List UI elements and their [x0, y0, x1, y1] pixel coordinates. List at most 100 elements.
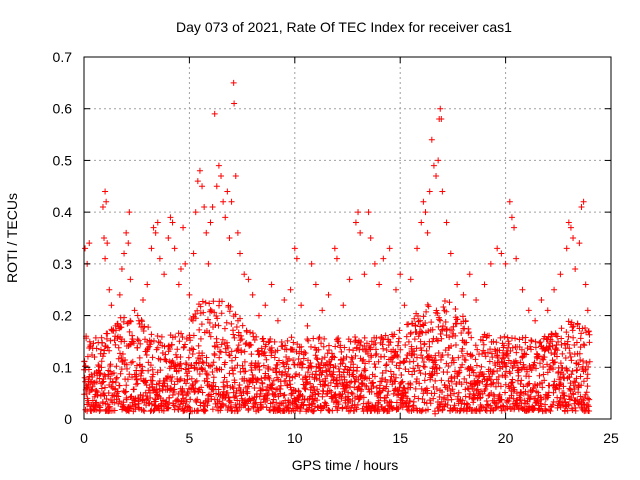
data-point: [308, 401, 315, 408]
data-point: [126, 371, 133, 378]
data-point: [195, 407, 202, 414]
data-point: [171, 389, 178, 396]
data-point: [540, 371, 547, 378]
data-point: [575, 361, 582, 368]
data-point: [360, 356, 367, 363]
data-point: [350, 361, 357, 368]
data-point: [403, 355, 410, 362]
data-point-peak: [580, 198, 587, 205]
data-point: [299, 393, 306, 400]
data-point: [575, 389, 582, 396]
data-point: [192, 385, 199, 392]
data-point: [507, 348, 514, 355]
data-point-peak: [319, 307, 326, 314]
data-point: [450, 357, 457, 364]
data-point: [418, 408, 425, 415]
data-point: [458, 400, 465, 407]
data-point: [218, 298, 225, 305]
data-point-peak: [418, 219, 425, 226]
data-point-peak: [123, 229, 130, 236]
data-point: [452, 341, 459, 348]
data-point-peak: [234, 229, 241, 236]
data-point: [133, 371, 140, 378]
data-point: [350, 367, 357, 374]
data-point: [236, 381, 243, 388]
data-point: [339, 404, 346, 411]
data-point-peak: [304, 322, 311, 329]
data-point-peak: [426, 188, 433, 195]
data-point-peak: [102, 255, 109, 262]
data-point-peak: [104, 240, 111, 247]
data-point: [572, 379, 579, 386]
data-point: [168, 341, 175, 348]
data-point: [382, 362, 389, 369]
data-point-peak: [392, 286, 399, 293]
data-point: [439, 388, 446, 395]
data-point: [377, 394, 384, 401]
data-point: [120, 399, 127, 406]
data-point: [586, 358, 593, 365]
data-point: [245, 405, 252, 412]
data-point: [314, 386, 321, 393]
data-point-peak: [438, 116, 445, 123]
data-point: [244, 388, 251, 395]
data-point: [178, 330, 185, 337]
data-point: [281, 391, 288, 398]
data-point: [479, 350, 486, 357]
data-point: [443, 308, 450, 315]
data-point: [428, 354, 435, 361]
data-point: [267, 336, 274, 343]
data-point-peak: [196, 167, 203, 174]
data-point: [259, 380, 266, 387]
data-point: [499, 402, 506, 409]
data-point: [260, 338, 267, 345]
data-point: [154, 392, 161, 399]
data-point: [437, 317, 444, 324]
data-point: [502, 374, 509, 381]
data-point: [521, 397, 528, 404]
data-point: [315, 361, 322, 368]
data-point-peak: [165, 235, 172, 241]
data-point: [379, 335, 386, 342]
data-point: [209, 406, 216, 413]
data-point-peak: [538, 297, 545, 304]
data-point: [212, 383, 219, 390]
data-point: [425, 406, 432, 413]
data-point: [415, 333, 422, 340]
data-point: [425, 328, 432, 335]
data-point: [536, 372, 543, 379]
data-point: [354, 401, 361, 408]
data-point: [418, 385, 425, 392]
data-point: [370, 383, 377, 390]
data-point: [442, 318, 449, 325]
data-point-peak: [287, 286, 294, 293]
data-point: [311, 407, 318, 414]
data-point: [441, 403, 448, 410]
data-point: [259, 386, 266, 393]
data-point: [562, 354, 569, 361]
data-point: [191, 389, 198, 396]
data-point: [332, 363, 339, 370]
data-point-peak: [230, 79, 237, 86]
data-point-peak: [182, 260, 189, 267]
data-point: [458, 329, 465, 336]
data-point-peak: [274, 317, 281, 324]
data-point: [154, 344, 161, 351]
data-point: [202, 407, 209, 414]
data-point: [198, 365, 205, 372]
data-point: [315, 390, 322, 397]
data-point: [413, 354, 420, 361]
data-point: [459, 397, 466, 404]
data-point: [236, 401, 243, 408]
data-point: [396, 384, 403, 391]
data-point: [468, 334, 475, 341]
data-point: [584, 401, 591, 408]
data-point: [433, 307, 440, 314]
data-point: [160, 383, 167, 390]
data-point: [100, 391, 107, 398]
data-point: [247, 329, 254, 336]
data-point: [549, 366, 556, 373]
data-point-peak: [144, 281, 151, 288]
data-point: [99, 339, 106, 346]
data-point: [581, 342, 588, 349]
